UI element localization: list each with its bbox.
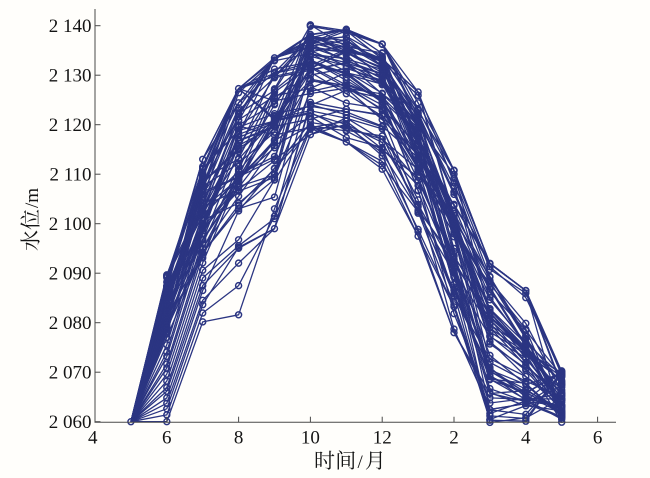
svg-text:2 140: 2 140 [49,16,92,37]
svg-text:4: 4 [88,428,98,449]
svg-text:4: 4 [521,428,531,449]
svg-text:2 070: 2 070 [49,363,92,384]
svg-text:2 080: 2 080 [49,313,92,334]
svg-text:/m: /m [22,188,43,208]
svg-text:2 130: 2 130 [49,66,92,87]
svg-text:2 110: 2 110 [49,165,91,186]
svg-text:12: 12 [373,428,392,449]
svg-text:6: 6 [162,428,172,449]
svg-text:8: 8 [234,428,244,449]
svg-text:2 100: 2 100 [49,214,92,235]
svg-text:2 090: 2 090 [49,264,92,285]
svg-text:10: 10 [301,428,320,449]
svg-text:2 120: 2 120 [49,115,92,136]
svg-text:/: / [358,452,364,473]
svg-text:2: 2 [449,428,459,449]
svg-text:6: 6 [593,428,603,449]
svg-text:2 060: 2 060 [49,412,92,433]
